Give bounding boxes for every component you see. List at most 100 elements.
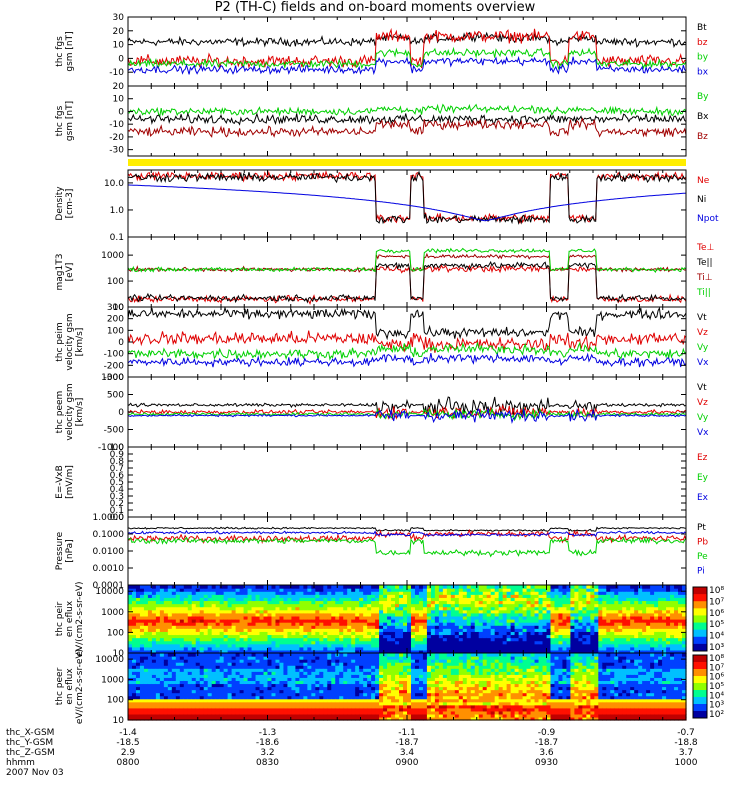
heatmap-cell-peir_eflux [291, 591, 296, 595]
heatmap-cell-peir_eflux [486, 600, 492, 605]
heatmap-cell-peir_eflux [291, 612, 296, 617]
heatmap-cell-peer_eflux [343, 668, 348, 672]
heatmap-cell-peer_eflux [319, 713, 324, 718]
heatmap-cell-peir_eflux [518, 585, 524, 589]
heatmap-cell-peir_eflux [267, 640, 273, 645]
heatmap-cell-peir_eflux [606, 585, 611, 589]
heatmap-cell-peir_eflux [498, 612, 504, 617]
heatmap-cell-peir_eflux [199, 615, 205, 620]
heatmap-cell-peir_eflux [438, 609, 444, 614]
heatmap-cell-peir_eflux [478, 646, 484, 651]
heatmap-cell-peer_eflux [235, 677, 241, 682]
heatmap-cell-peir_eflux [510, 625, 516, 629]
heatmap-cell-peir_eflux [295, 631, 300, 636]
heatmap-cell-peir_eflux [239, 646, 245, 651]
heatmap-cell-peir_eflux [283, 603, 289, 608]
series-line-density-Ni [127, 170, 687, 225]
heatmap-cell-peer_eflux [219, 668, 225, 672]
heatmap-cell-peer_eflux [215, 695, 221, 700]
heatmap-cell-peer_eflux [139, 683, 145, 688]
heatmap-cell-peir_eflux [311, 591, 316, 595]
heatmap-cell-peer_eflux [223, 659, 229, 663]
heatmap-cell-peir_eflux [522, 609, 528, 614]
y-tick-label-peir_eflux: 100 [107, 628, 124, 638]
heatmap-cell-peer_eflux [251, 701, 257, 706]
heatmap-cell-peir_eflux [662, 634, 667, 639]
heatmap-cell-peir_eflux [355, 634, 360, 639]
heatmap-cell-peer_eflux [259, 701, 265, 706]
heatmap-cell-peir_eflux [510, 600, 516, 605]
heatmap-cell-peir_eflux [175, 591, 181, 595]
heatmap-cell-peir_eflux [650, 603, 655, 608]
heatmap-cell-peir_eflux [482, 603, 488, 608]
heatmap-cell-peir_eflux [299, 637, 304, 642]
heatmap-cell-peir_eflux [654, 585, 659, 589]
heatmap-cell-peir_eflux [446, 594, 452, 598]
heatmap-cell-peir_eflux [391, 600, 396, 605]
heatmap-cell-peer_eflux [303, 698, 308, 703]
heatmap-cell-peer_eflux [311, 677, 316, 682]
heatmap-cell-peir_eflux [486, 597, 492, 602]
heatmap-cell-peir_eflux [299, 609, 304, 614]
heatmap-cell-peir_eflux [538, 628, 544, 632]
heatmap-cell-peir_eflux [387, 637, 392, 642]
heatmap-cell-peir_eflux [231, 612, 237, 617]
heatmap-cell-peir_eflux [542, 625, 548, 629]
heatmap-cell-peer_eflux [183, 698, 189, 703]
heatmap-cell-peir_eflux [295, 649, 300, 654]
heatmap-cell-peir_eflux [335, 591, 340, 595]
heatmap-cell-peir_eflux [670, 649, 675, 654]
heatmap-cell-peer_eflux [191, 656, 197, 660]
heatmap-cell-peir_eflux [219, 615, 225, 620]
heatmap-cell-peer_eflux [147, 665, 153, 669]
heatmap-cell-peir_eflux [678, 625, 683, 629]
heatmap-cell-peir_eflux [155, 591, 161, 595]
heatmap-cell-peir_eflux [554, 628, 560, 632]
heatmap-cell-peir_eflux [470, 631, 476, 636]
heatmap-cell-peir_eflux [646, 631, 651, 636]
heatmap-cell-peir_eflux [438, 585, 444, 589]
heatmap-cell-peir_eflux [247, 646, 253, 651]
heatmap-cell-peir_eflux [474, 631, 480, 636]
heatmap-cell-peir_eflux [135, 628, 141, 632]
heatmap-cell-peer_eflux [191, 680, 197, 685]
colorbar-peir_eflux [693, 601, 707, 609]
heatmap-cell-peir_eflux [622, 594, 627, 598]
heatmap-cell-peir_eflux [343, 612, 348, 617]
heatmap-cell-peer_eflux [191, 704, 197, 709]
heatmap-cell-peir_eflux [255, 631, 261, 636]
heatmap-cell-peir_eflux [191, 600, 197, 605]
heatmap-cell-peir_eflux [271, 622, 277, 626]
heatmap-cell-peir_eflux [171, 597, 177, 602]
heatmap-cell-peer_eflux [299, 701, 304, 706]
heatmap-cell-peir_eflux [151, 649, 157, 654]
heatmap-cell-peer_eflux [335, 665, 340, 669]
heatmap-cell-peer_eflux [307, 662, 312, 666]
heatmap-cell-peir_eflux [363, 637, 368, 642]
heatmap-cell-peer_eflux [167, 692, 173, 697]
heatmap-cell-peir_eflux [171, 634, 177, 639]
heatmap-cell-peir_eflux [638, 606, 643, 611]
heatmap-cell-peir_eflux [251, 619, 257, 623]
heatmap-cell-peir_eflux [534, 606, 540, 611]
heatmap-cell-peir_eflux [371, 585, 376, 589]
heatmap-cell-peer_eflux [303, 707, 308, 712]
heatmap-cell-peir_eflux [630, 619, 635, 623]
heatmap-cell-peir_eflux [598, 585, 603, 589]
heatmap-cell-peir_eflux [399, 622, 404, 626]
heatmap-cell-peir_eflux [622, 600, 627, 605]
heatmap-cell-peir_eflux [255, 609, 261, 614]
heatmap-cell-peer_eflux [251, 674, 257, 678]
heatmap-cell-peir_eflux [191, 643, 197, 648]
heatmap-cell-peir_eflux [139, 628, 145, 632]
heatmap-cell-peir_eflux [562, 609, 568, 614]
heatmap-cell-peir_eflux [630, 588, 635, 592]
heatmap-cell-peir_eflux [498, 609, 504, 614]
heatmap-cell-peir_eflux [191, 585, 197, 589]
heatmap-cell-peer_eflux [251, 656, 257, 660]
heatmap-cell-peer_eflux [135, 686, 141, 691]
heatmap-cell-peer_eflux [183, 710, 189, 715]
heatmap-cell-peir_eflux [418, 631, 424, 636]
heatmap-cell-peer_eflux [291, 659, 296, 663]
heatmap-cell-peer_eflux [171, 689, 177, 694]
